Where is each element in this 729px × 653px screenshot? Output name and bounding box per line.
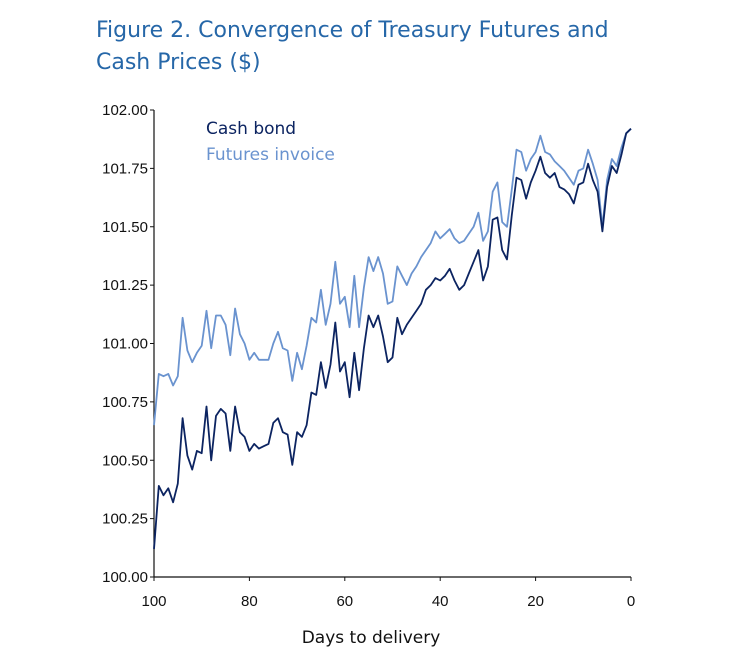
x-tick-label: 40 bbox=[432, 593, 449, 610]
x-tick-label: 60 bbox=[336, 593, 353, 610]
y-tick-label: 100.75 bbox=[102, 394, 148, 411]
y-tick-label: 100.00 bbox=[102, 569, 148, 586]
x-tick-label: 0 bbox=[627, 593, 635, 610]
chart-series bbox=[153, 128, 632, 550]
y-tick-label: 101.25 bbox=[102, 277, 148, 294]
x-tick-label: 80 bbox=[241, 593, 258, 610]
chart-axes bbox=[153, 110, 631, 578]
legend-entry: Futures invoice bbox=[206, 145, 335, 165]
y-tick-label: 101.00 bbox=[102, 336, 148, 353]
x-tick-label: 100 bbox=[141, 593, 166, 610]
chart-legend: Cash bond Futures invoice bbox=[206, 119, 335, 165]
y-tick-label: 100.50 bbox=[102, 452, 148, 469]
chart-title-line-1: Figure 2. Convergence of Treasury Future… bbox=[96, 18, 609, 43]
y-tick-label: 100.25 bbox=[102, 511, 148, 528]
x-tick-label: 20 bbox=[527, 593, 544, 610]
y-tick-label: 101.75 bbox=[102, 160, 148, 177]
series-line-futures-invoice bbox=[153, 128, 632, 426]
x-axis-label: Days to delivery bbox=[302, 628, 441, 648]
series-line-cash-bond bbox=[153, 128, 632, 550]
y-tick-label: 102.00 bbox=[102, 102, 148, 119]
legend-entry: Cash bond bbox=[206, 119, 296, 139]
y-axis-ticks: 100.00 100.25 100.50 100.75 101.00 101.25 101.… bbox=[102, 102, 154, 586]
y-tick-label: 101.50 bbox=[102, 219, 148, 236]
chart-title-line-2: Cash Prices ($) bbox=[96, 50, 261, 75]
x-axis-ticks: 100 80 60 40 20 0 bbox=[141, 577, 635, 610]
chart-title: Figure 2. Convergence of Treasury Future… bbox=[96, 15, 616, 79]
